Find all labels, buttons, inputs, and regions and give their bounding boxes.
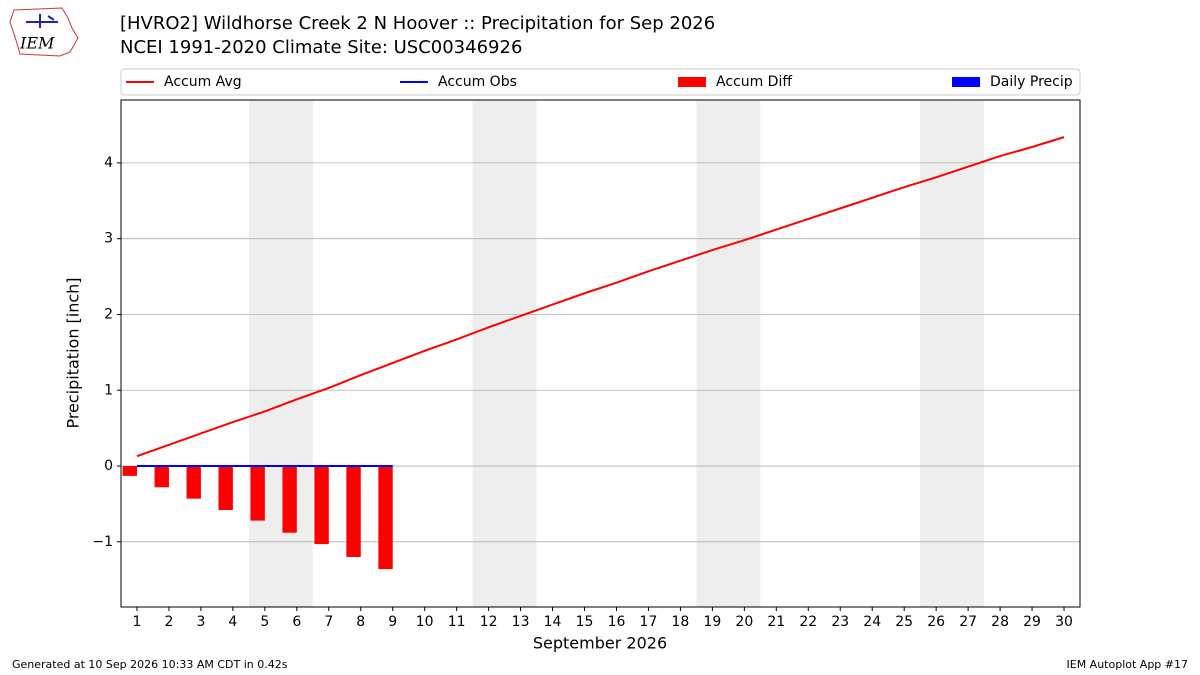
x-tick-label: 3 <box>196 614 205 630</box>
logo-outline <box>9 7 79 57</box>
weekend-shade <box>920 100 953 607</box>
x-tick-label: 17 <box>640 614 658 630</box>
logo-text: IEM <box>19 34 55 53</box>
legend-label: Accum Avg <box>164 74 242 90</box>
legend-label: Accum Diff <box>716 74 792 90</box>
bar <box>186 466 201 499</box>
chart-title: [HVRO2] Wildhorse Creek 2 N Hoover :: Pr… <box>120 13 715 34</box>
bar <box>346 466 361 557</box>
x-tick-label: 10 <box>416 614 434 630</box>
weekend-shade <box>472 100 505 607</box>
y-axis-label: Precipitation [inch] <box>64 277 83 428</box>
x-tick-label: 16 <box>608 614 626 630</box>
x-tick-label: 7 <box>324 614 333 630</box>
x-tick-label: 15 <box>576 614 594 630</box>
x-tick-label: 27 <box>959 614 977 630</box>
legend-swatch <box>678 77 706 87</box>
x-tick-label: 18 <box>672 614 690 630</box>
x-tick-label: 8 <box>356 614 365 630</box>
x-tick-label: 9 <box>388 614 397 630</box>
x-tick-label: 12 <box>480 614 498 630</box>
x-tick-label: 2 <box>164 614 173 630</box>
y-tick-label: 0 <box>104 458 113 474</box>
bar <box>122 466 137 476</box>
legend-label: Daily Precip <box>990 74 1073 90</box>
weekend-shade <box>728 100 761 607</box>
x-tick-label: 29 <box>1023 614 1041 630</box>
y-tick-label: 3 <box>104 231 113 247</box>
x-axis-label: September 2026 <box>533 634 667 653</box>
bar <box>154 466 169 488</box>
weekend-shade <box>248 100 281 607</box>
bar <box>378 466 393 570</box>
x-tick-label: 24 <box>863 614 881 630</box>
weekend-shade <box>504 100 537 607</box>
x-tick-label: 30 <box>1055 614 1073 630</box>
chart-subtitle: NCEI 1991-2020 Climate Site: USC00346926 <box>120 37 522 58</box>
x-tick-label: 20 <box>735 614 753 630</box>
weekend-shade <box>696 100 729 607</box>
plot-frame <box>120 99 1081 608</box>
x-tick-label: 21 <box>767 614 785 630</box>
x-tick-label: 13 <box>512 614 530 630</box>
bar <box>282 466 297 533</box>
x-tick-label: 4 <box>228 614 237 630</box>
x-tick-label: 14 <box>544 614 562 630</box>
y-tick-label: 4 <box>104 155 113 171</box>
weekend-shade <box>952 100 985 607</box>
legend-box <box>120 68 1081 96</box>
x-tick-label: 11 <box>448 614 466 630</box>
y-tick-label: 1 <box>104 382 113 398</box>
legend-swatch <box>952 77 980 87</box>
x-tick-label: 25 <box>895 614 913 630</box>
x-tick-label: 6 <box>292 614 301 630</box>
y-tick-label: −1 <box>92 534 113 550</box>
x-tick-label: 5 <box>260 614 269 630</box>
x-tick-label: 28 <box>991 614 1009 630</box>
x-tick-label: 1 <box>133 614 142 630</box>
bar <box>218 466 233 510</box>
legend-label: Accum Obs <box>438 74 517 90</box>
bar <box>314 466 329 545</box>
footer-left: Generated at 10 Sep 2026 10:33 AM CDT in… <box>12 658 288 671</box>
x-tick-label: 19 <box>703 614 721 630</box>
x-tick-label: 26 <box>927 614 945 630</box>
line <box>136 136 1065 458</box>
x-tick-label: 22 <box>799 614 817 630</box>
y-tick-label: 2 <box>104 306 113 322</box>
logo-icon <box>26 14 58 28</box>
x-tick-label: 23 <box>831 614 849 630</box>
footer-right: IEM Autoplot App #17 <box>1067 658 1189 671</box>
bar <box>250 466 265 521</box>
